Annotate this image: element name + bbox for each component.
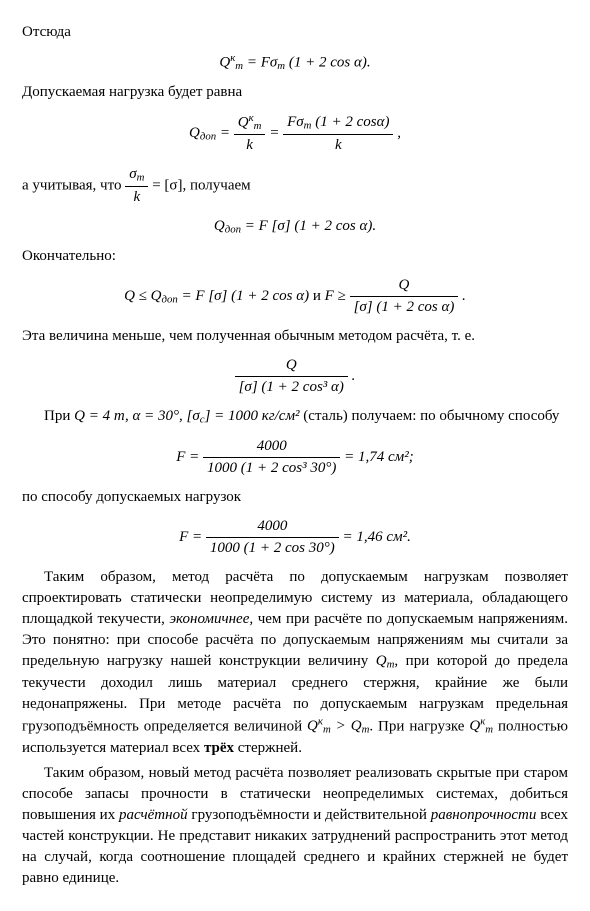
f3-nsub: т xyxy=(137,172,145,184)
formula-8: F = 40001000 (1 + 2 cos 30°) = 1,46 см². xyxy=(22,516,568,559)
text-uchityvaya: а учитывая, что σтk = [σ], получаем xyxy=(22,164,568,208)
f2-n1sub: т xyxy=(254,120,262,132)
f2-eq2: = xyxy=(265,125,283,141)
t3b: = [σ], получаем xyxy=(148,178,250,194)
f5-a: Q ≤ Q xyxy=(124,288,161,304)
f3-frac: σтk xyxy=(125,164,148,208)
text-okonchatelno: Окончательно: xyxy=(22,246,568,267)
f2-n2: Fσ xyxy=(287,114,304,130)
paragraph-2: Таким образом, новый метод расчёта позво… xyxy=(22,763,568,889)
f2-d1: k xyxy=(234,135,266,156)
f4-sub: доп xyxy=(225,224,241,236)
f5-frac: Q[σ] (1 + 2 cos α) xyxy=(350,275,459,318)
t6c: ] = 1000 кг/см² xyxy=(205,408,300,424)
f1-q: Q xyxy=(219,54,230,70)
f1-sub: т xyxy=(235,60,243,72)
f2-eq: = xyxy=(216,125,234,141)
f7-frac: 40001000 (1 + 2 cos³ 30°) xyxy=(203,436,340,479)
paragraph-1: Таким образом, метод расчёта по допускае… xyxy=(22,567,568,759)
t6a: При xyxy=(44,408,74,424)
f4-r: = F [σ] (1 + 2 cos α). xyxy=(241,218,376,234)
p2c: грузоподъёмности и действительной xyxy=(188,807,431,823)
f5-dot: . xyxy=(458,288,466,304)
p1i: Q xyxy=(469,718,480,734)
text-dopuskaemaya: Допускаемая нагрузка будет равна xyxy=(22,82,568,103)
f8-d: 1000 (1 + 2 cos 30°) xyxy=(206,538,339,559)
f1-sub2: т xyxy=(277,60,285,72)
p2b: расчётной xyxy=(119,807,188,823)
f8-l: F = xyxy=(179,529,206,545)
p1b: экономичнее, xyxy=(169,611,253,627)
t3a: а учитывая, что xyxy=(22,178,125,194)
p1k: трёх xyxy=(204,740,234,756)
text-eta-velichina: Эта величина меньше, чем полученная обыч… xyxy=(22,326,568,347)
p1isub: т xyxy=(485,724,493,736)
f5-d: [σ] (1 + 2 cos α) xyxy=(350,297,459,318)
f5-c: F ≥ xyxy=(325,288,350,304)
p1h: . При нагрузке xyxy=(369,718,469,734)
f6-dot: . xyxy=(348,368,356,384)
p1g: > Q xyxy=(331,718,362,734)
text-otsyuda: Отсюда xyxy=(22,22,568,43)
f6-frac: Q[σ] (1 + 2 cos³ α) xyxy=(235,355,348,398)
f4-l: Q xyxy=(214,218,225,234)
t6b: Q = 4 т, α = 30°, [σ xyxy=(74,408,200,424)
f2-q: Q xyxy=(189,125,200,141)
f8-frac: 40001000 (1 + 2 cos 30°) xyxy=(206,516,339,559)
f7-d: 1000 (1 + 2 cos³ 30°) xyxy=(203,458,340,479)
f1-eq: = Fσ xyxy=(243,54,277,70)
text-po-sposobu: по способу допускаемых нагрузок xyxy=(22,487,568,508)
text-pri-q4: При Q = 4 т, α = 30°, [σс] = 1000 кг/см²… xyxy=(22,406,568,428)
t6d: (сталь) получаем: по обычному способу xyxy=(300,408,560,424)
f3-d: k xyxy=(125,187,148,208)
f5-sub: доп xyxy=(162,294,178,306)
p1fsub: т xyxy=(323,724,331,736)
f3-n: σ xyxy=(129,166,136,182)
formula-2: Qдоп = Qктk = Fσ т (1 + 2 cosα) k , xyxy=(22,111,568,156)
p1l: стержней. xyxy=(234,740,302,756)
p1f: Q xyxy=(307,718,318,734)
f6-d: [σ] (1 + 2 cos³ α) xyxy=(235,377,348,398)
f5-b: = F [σ] (1 + 2 cos α) xyxy=(178,288,309,304)
formula-6: Q[σ] (1 + 2 cos³ α) . xyxy=(22,355,568,398)
p2d: равнопрочности xyxy=(431,807,537,823)
f7-n: 4000 xyxy=(203,436,340,458)
f8-r: = 1,46 см². xyxy=(339,529,411,545)
f2-frac1: Qктk xyxy=(234,111,266,156)
f7-r: = 1,74 см²; xyxy=(340,449,413,465)
formula-1: Qкт = Fσт (1 + 2 cos α). xyxy=(22,51,568,74)
f2-d2: k xyxy=(283,135,393,156)
f2-n2r: (1 + 2 cosα) xyxy=(311,114,389,130)
formula-7: F = 40001000 (1 + 2 cos³ 30°) = 1,74 см²… xyxy=(22,436,568,479)
f8-n: 4000 xyxy=(206,516,339,538)
f7-l: F = xyxy=(176,449,203,465)
f2-comma: , xyxy=(393,125,401,141)
f2-n1a: Q xyxy=(238,115,249,131)
f5-and: и xyxy=(309,288,325,304)
f6-n: Q xyxy=(235,355,348,377)
f2-dop: доп xyxy=(200,131,216,143)
f2-frac2: Fσт (1 + 2 cosα)k xyxy=(283,112,393,156)
p1d: Q xyxy=(376,653,387,669)
f5-n: Q xyxy=(350,275,459,297)
formula-5: Q ≤ Qдоп = F [σ] (1 + 2 cos α) и F ≥ Q[σ… xyxy=(22,275,568,318)
formula-4: Qдоп = F [σ] (1 + 2 cos α). xyxy=(22,216,568,238)
f1-r: (1 + 2 cos α). xyxy=(285,54,370,70)
